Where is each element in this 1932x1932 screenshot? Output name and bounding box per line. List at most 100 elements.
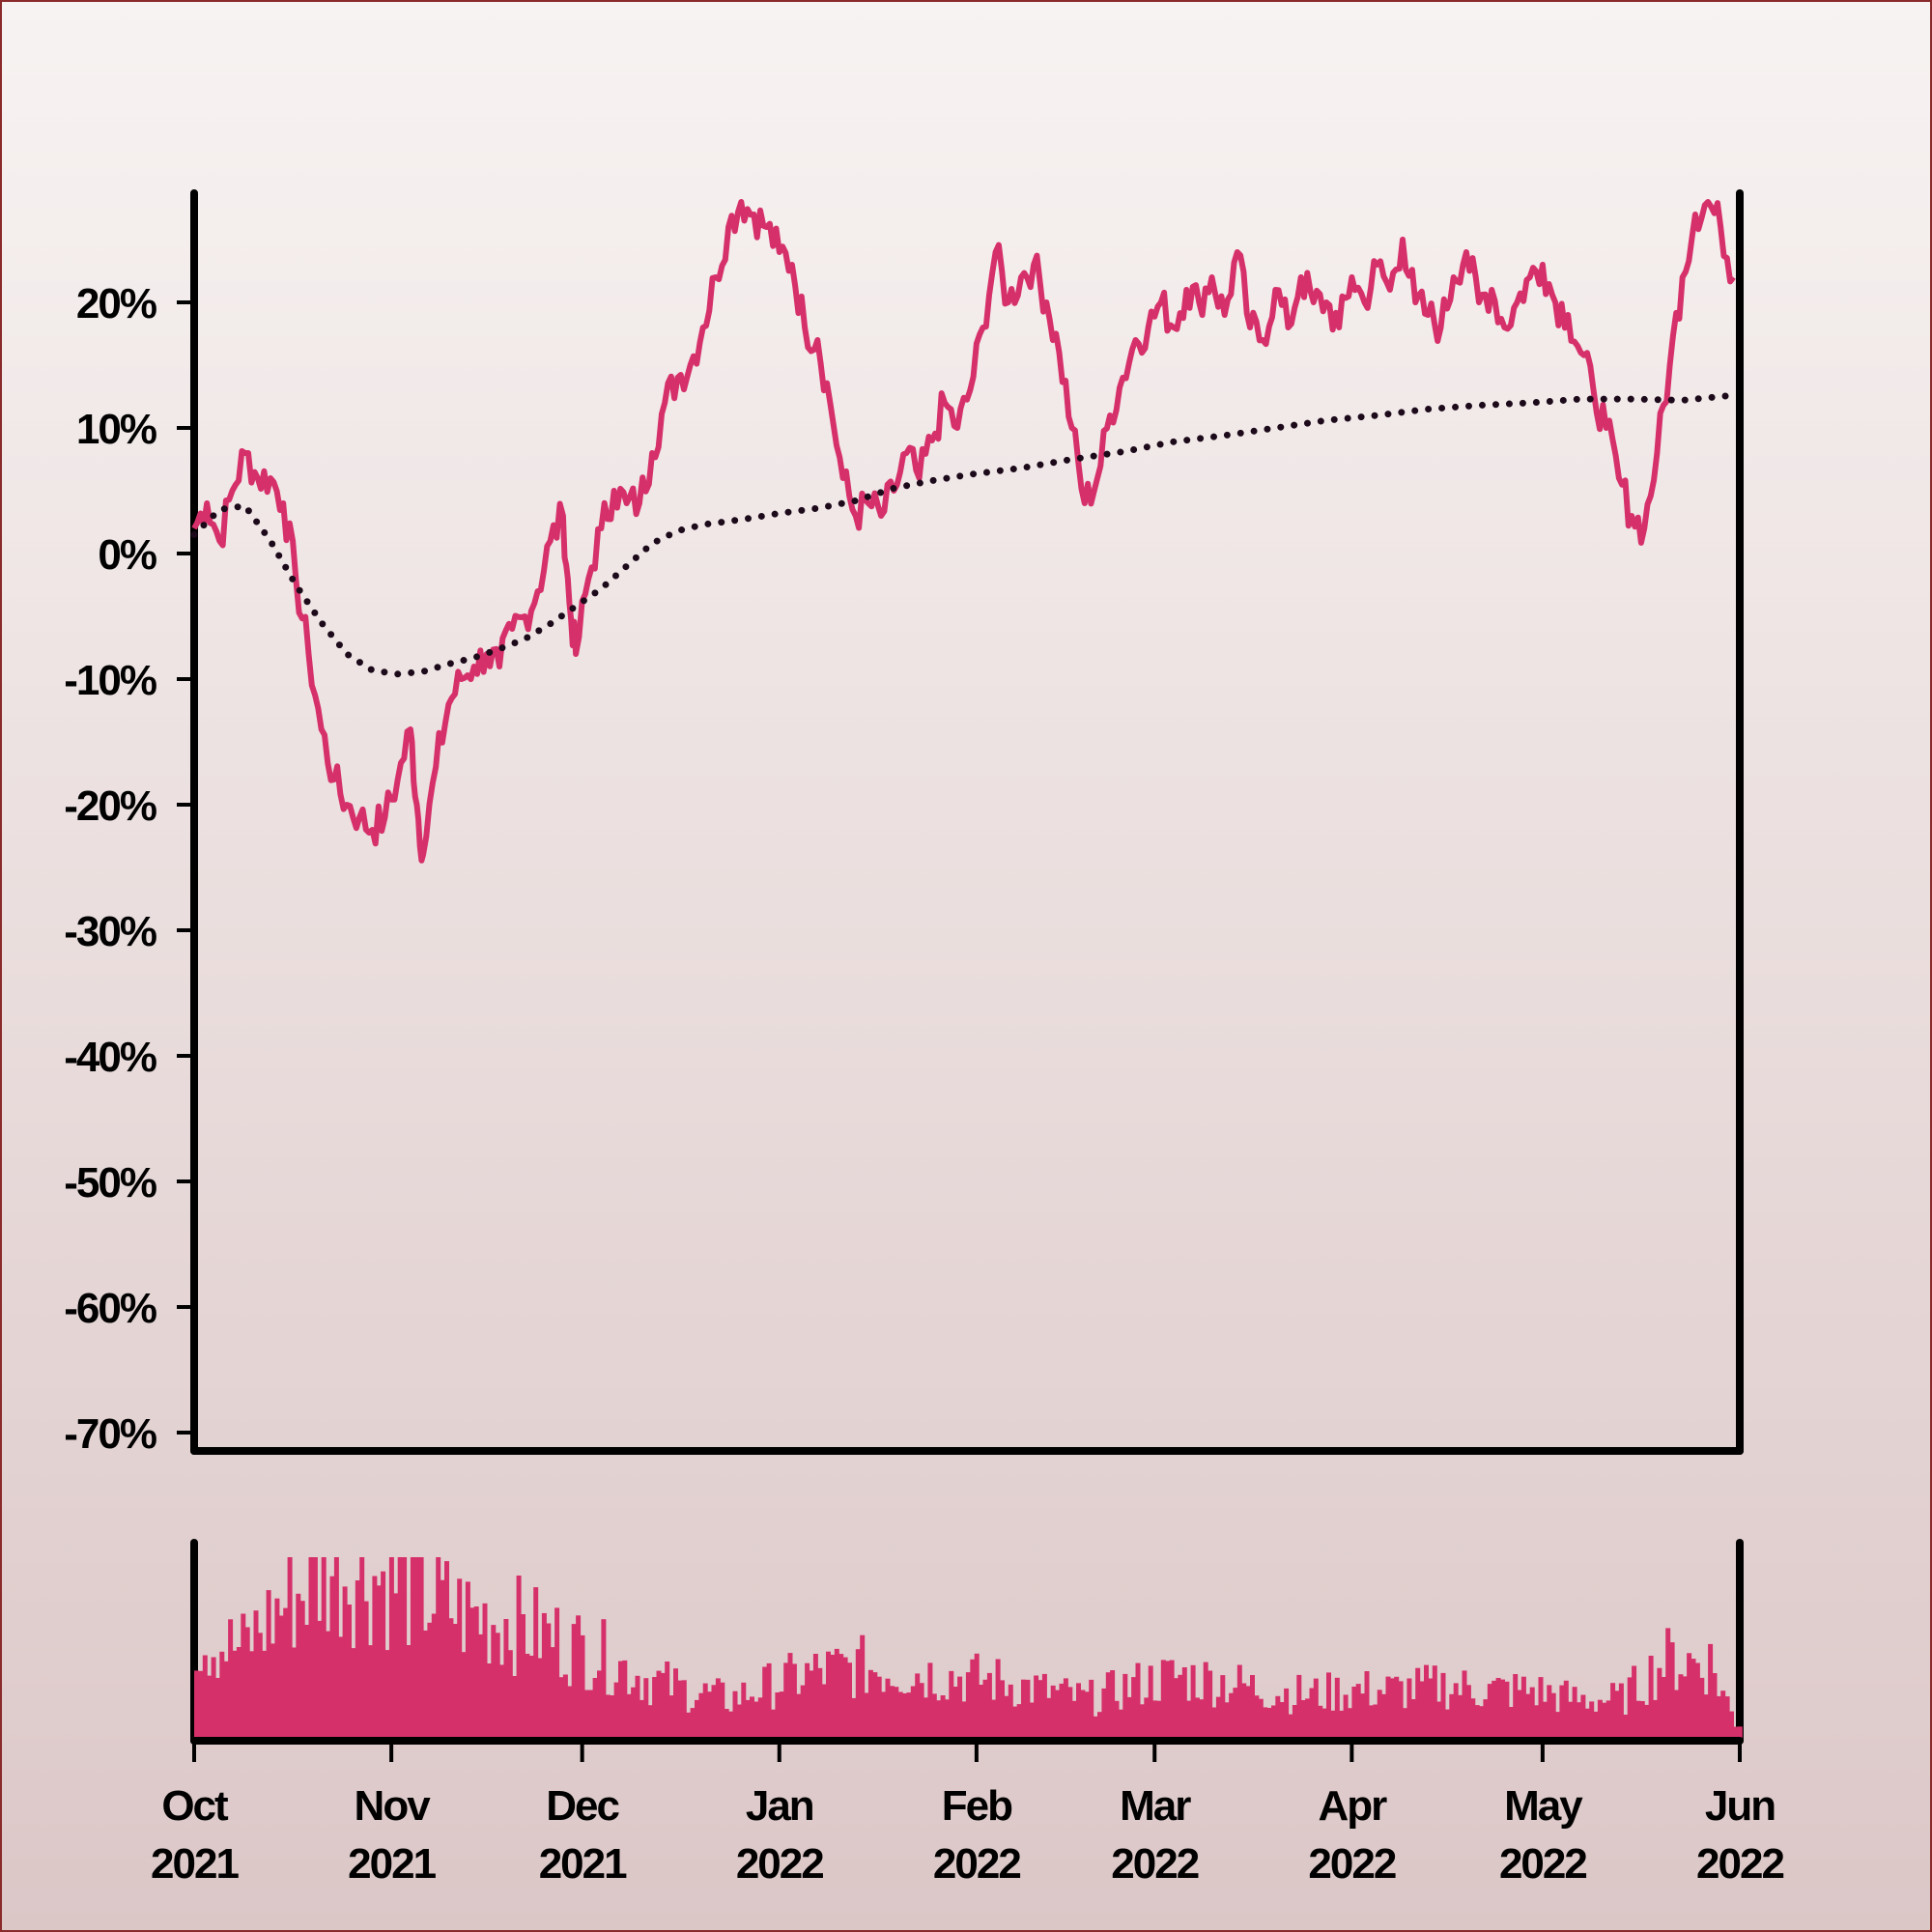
volume-bar [207, 1675, 213, 1741]
series-line [191, 199, 1736, 864]
volume-bar [525, 1654, 530, 1741]
volume-bar [202, 1655, 208, 1741]
volume-bar [1403, 1708, 1407, 1741]
volume-bar [1572, 1687, 1577, 1741]
volume-bar [1110, 1670, 1116, 1741]
volume-bar [1131, 1677, 1137, 1741]
volume-bar [1165, 1661, 1171, 1741]
volume-bar [894, 1687, 899, 1741]
volume-bar [830, 1655, 836, 1741]
volume-bar [1093, 1716, 1098, 1741]
volume-bar [826, 1651, 831, 1741]
x-tick-label-month: Jun [1705, 1782, 1775, 1830]
volume-bar [842, 1657, 848, 1741]
y-tick-label: 0% [98, 531, 156, 579]
volume-bar [1694, 1662, 1700, 1741]
volume-bar [1334, 1677, 1340, 1741]
volume-bar [949, 1670, 954, 1741]
volume-bar [775, 1692, 781, 1741]
volume-bar [872, 1672, 878, 1741]
volume-bar [1632, 1665, 1637, 1741]
volume-bar [1495, 1678, 1501, 1741]
volume-bar [1648, 1656, 1654, 1741]
volume-bar [1258, 1698, 1264, 1741]
volume-bar [1720, 1690, 1726, 1741]
volume-bar [308, 1557, 314, 1741]
volume-bar [1623, 1715, 1629, 1741]
volume-bar [388, 1557, 394, 1741]
volume-bar [1245, 1686, 1251, 1741]
volume-bar [1657, 1667, 1662, 1741]
volume-bar [711, 1685, 717, 1741]
volume-bar [304, 1625, 310, 1741]
volume-bar [465, 1581, 470, 1741]
volume-panel [190, 1539, 1744, 1745]
volume-bar [262, 1650, 268, 1741]
x-tick-label-month: Mar [1120, 1782, 1191, 1830]
volume-bar [1687, 1653, 1692, 1741]
volume-bar [791, 1663, 797, 1741]
volume-bar [558, 1677, 564, 1741]
volume-bar [1432, 1665, 1437, 1741]
volume-bar [1550, 1692, 1556, 1741]
volume-bar [1733, 1726, 1739, 1741]
volume-bar [444, 1561, 449, 1741]
volume-bar [1547, 1685, 1552, 1741]
volume-bar [766, 1662, 772, 1741]
volume-bar [1436, 1701, 1442, 1741]
volume-bar [1160, 1660, 1166, 1741]
volume-bar [1360, 1693, 1366, 1741]
volume-bar [1470, 1698, 1476, 1741]
volume-bar [347, 1605, 352, 1741]
volume-bar [1105, 1672, 1111, 1741]
volume-bar [961, 1701, 967, 1741]
volume-bar [198, 1670, 204, 1741]
volume-bar [613, 1682, 619, 1741]
volume-bar [1208, 1670, 1213, 1741]
volume-bar [876, 1676, 882, 1741]
volume-bar [982, 1679, 988, 1741]
x-tick-label-year: 2021 [348, 1840, 436, 1888]
volume-bar [1224, 1702, 1230, 1741]
volume-bar [241, 1613, 246, 1741]
volume-bar [576, 1615, 582, 1741]
volume-bar [266, 1590, 271, 1741]
volume-bar [278, 1615, 284, 1741]
volume-bar [194, 1670, 199, 1741]
volume-bar [817, 1667, 823, 1741]
volume-bar [1118, 1709, 1123, 1741]
volume-bar [495, 1633, 500, 1741]
volume-bar [702, 1683, 708, 1741]
volume-bar [1190, 1664, 1196, 1741]
volume-bar [1724, 1696, 1730, 1741]
volume-bar [965, 1672, 971, 1741]
volume-bar [1500, 1679, 1505, 1741]
volume-bar [1029, 1702, 1035, 1741]
volume-bar [897, 1691, 903, 1741]
volume-bar [338, 1636, 344, 1741]
volume-bar [491, 1625, 497, 1741]
volume-bar [1368, 1705, 1374, 1741]
volume-bar [1114, 1700, 1120, 1741]
volume-bar [601, 1619, 607, 1741]
x-tick-label-year: 2022 [1499, 1840, 1586, 1888]
volume-bar [695, 1699, 699, 1741]
volume-bar [1474, 1705, 1480, 1741]
volume-bar [1101, 1688, 1107, 1741]
volume-bar [550, 1647, 555, 1741]
volume-bar [668, 1695, 674, 1741]
volume-bar [214, 1678, 220, 1741]
volume-bar [1250, 1675, 1255, 1741]
volume-bar [855, 1649, 861, 1741]
volume-bar [249, 1651, 255, 1741]
volume-bar [1708, 1643, 1714, 1741]
volume-bar [1266, 1708, 1272, 1741]
volume-bar [329, 1576, 335, 1741]
volume-bar [1233, 1688, 1238, 1741]
volume-bar [724, 1709, 729, 1741]
volume-bar [1542, 1701, 1548, 1741]
volume-bar [326, 1631, 331, 1741]
y-tick-label: -50% [64, 1159, 156, 1207]
y-tick-label: -10% [64, 657, 156, 704]
volume-bar [1055, 1690, 1061, 1741]
